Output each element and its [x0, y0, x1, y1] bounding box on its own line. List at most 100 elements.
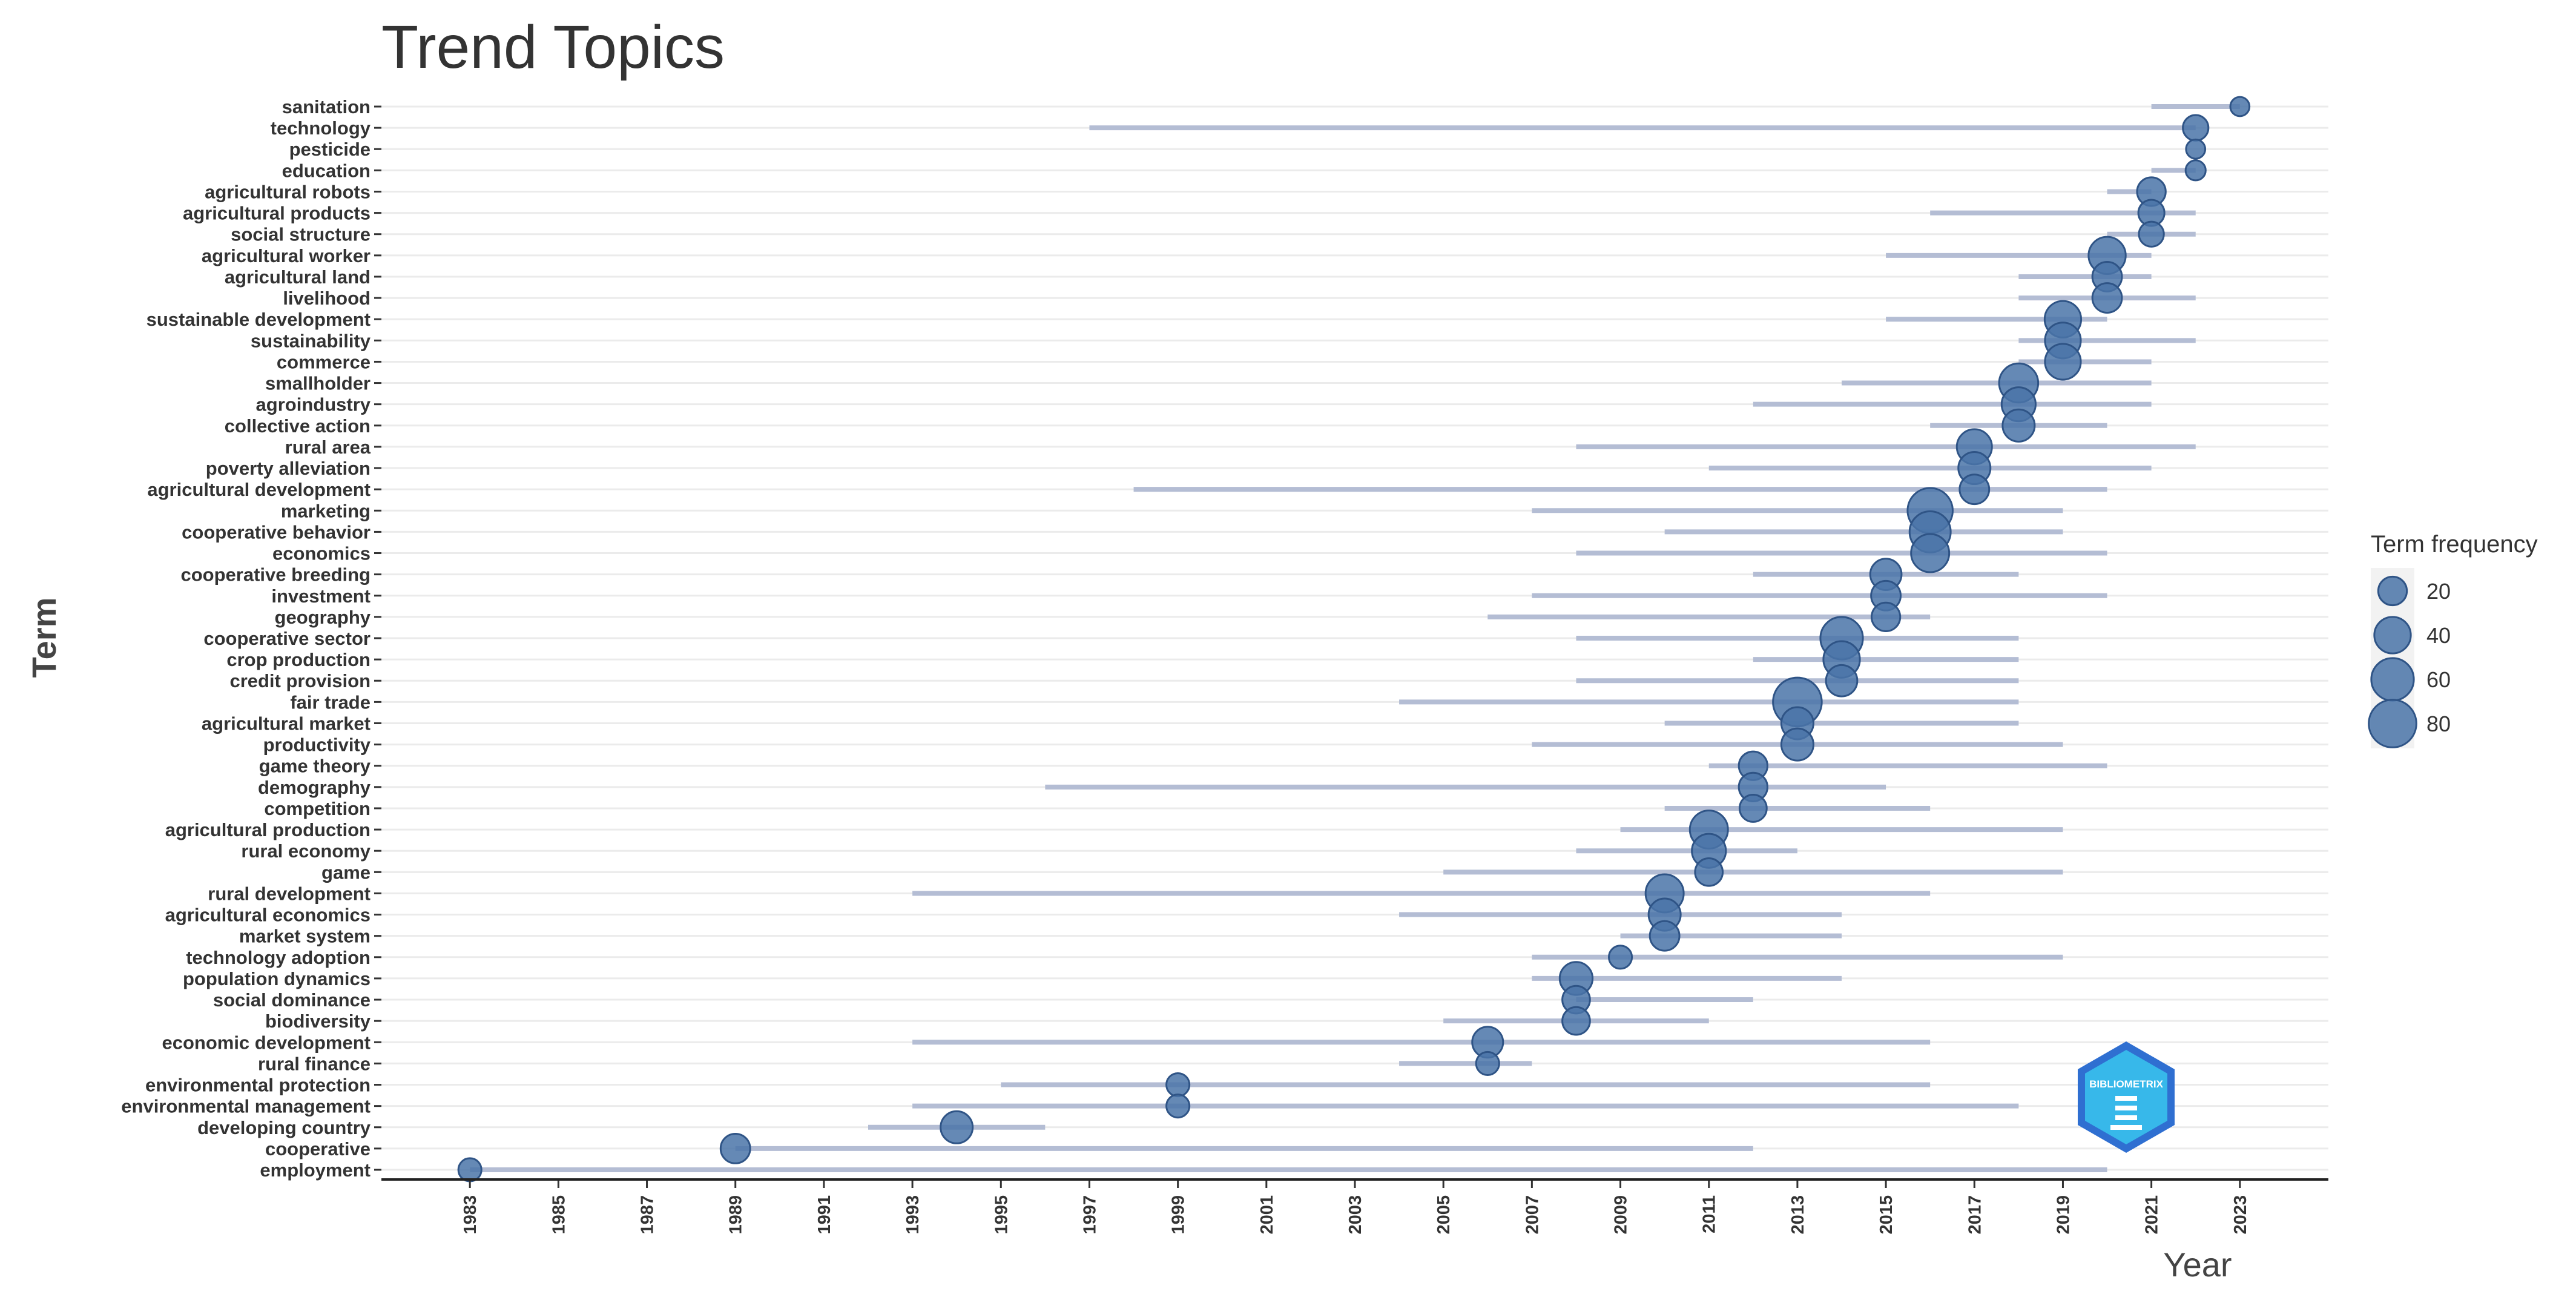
- term-label: rural economy: [241, 840, 371, 862]
- year-tick-label: 2001: [1257, 1195, 1277, 1235]
- logo-bar-3: [2115, 1115, 2137, 1120]
- term-label: competition: [264, 798, 371, 819]
- year-tick-label: 1987: [638, 1195, 657, 1235]
- y-axis-title: Term: [25, 598, 63, 678]
- term-label: game theory: [259, 756, 371, 777]
- year-tick-label: 1985: [549, 1195, 568, 1235]
- term-label: technology adoption: [186, 947, 371, 968]
- legend-items: 20 40 60 80: [2368, 575, 2451, 748]
- term-label: livelihood: [283, 288, 371, 309]
- term-tick-labels: sanitationtechnologypesticideeducationag…: [121, 96, 381, 1181]
- term-label: agricultural production: [165, 819, 371, 840]
- term-label: agroindustry: [256, 394, 371, 415]
- legend-label: 60: [2426, 667, 2451, 692]
- term-label: sustainability: [251, 330, 371, 351]
- median-year-point: [1165, 1094, 1191, 1119]
- median-year-point: [2091, 282, 2123, 314]
- year-tick-label: 1991: [815, 1195, 834, 1235]
- year-tick-label: 2017: [1965, 1195, 1985, 1235]
- median-year-point: [2182, 114, 2210, 142]
- term-label: commerce: [277, 351, 371, 372]
- logo-bar-2: [2115, 1106, 2137, 1110]
- year-tick-label: 1997: [1080, 1195, 1099, 1235]
- year-tick-label: 2015: [1877, 1195, 1896, 1235]
- term-label: economic development: [162, 1032, 371, 1053]
- term-label: investment: [271, 586, 371, 607]
- logo-bar-1: [2115, 1096, 2137, 1101]
- median-year-point: [1475, 1051, 1500, 1076]
- year-tick-label: 1993: [903, 1195, 923, 1235]
- term-label: agricultural products: [183, 203, 371, 224]
- term-label: fair trade: [290, 691, 371, 713]
- bibliometrix-logo: BIBLIOMETRIX: [2078, 1041, 2175, 1153]
- year-tick-label: 1983: [461, 1195, 480, 1235]
- term-label: crop production: [226, 649, 371, 670]
- term-label: developing country: [197, 1117, 371, 1138]
- term-label: market system: [239, 926, 371, 947]
- median-year-points: [457, 96, 2251, 1183]
- term-label: agricultural robots: [205, 181, 371, 202]
- legend-label: 80: [2426, 711, 2451, 736]
- logo-base: [2110, 1125, 2142, 1130]
- term-label: credit provision: [229, 670, 371, 691]
- chart-title: Trend Topics: [381, 13, 725, 81]
- median-year-point: [1825, 664, 1859, 698]
- logo-text: BIBLIOMETRIX: [2089, 1078, 2163, 1090]
- term-label: rural finance: [258, 1053, 371, 1074]
- term-label: economics: [272, 543, 371, 564]
- term-label: environmental management: [121, 1096, 371, 1117]
- median-year-point: [2044, 343, 2082, 381]
- term-label: education: [282, 160, 371, 181]
- median-year-point: [1958, 473, 1991, 506]
- term-label: rural development: [208, 883, 371, 904]
- year-tick-label: 1989: [726, 1195, 746, 1235]
- median-year-point: [1165, 1072, 1191, 1098]
- term-label: pesticide: [289, 139, 371, 160]
- term-label: agricultural land: [225, 266, 371, 288]
- median-year-point: [940, 1110, 974, 1144]
- term-label: agricultural market: [202, 713, 371, 734]
- year-tick-label: 2005: [1434, 1195, 1454, 1235]
- term-label: productivity: [263, 734, 371, 756]
- legend-symbol: [2373, 616, 2412, 655]
- term-label: game: [321, 862, 371, 883]
- term-label: cooperative: [265, 1138, 371, 1160]
- median-year-point: [1649, 920, 1681, 952]
- median-year-point: [2184, 159, 2207, 182]
- x-axis-title: Year: [2163, 1245, 2232, 1284]
- year-tick-label: 2013: [1788, 1195, 1808, 1235]
- year-tick-label: 2007: [1523, 1195, 1542, 1235]
- median-year-point: [719, 1132, 751, 1164]
- year-tick-label: 2021: [2143, 1195, 2162, 1235]
- median-year-point: [2185, 138, 2207, 160]
- median-year-point: [1910, 533, 1951, 573]
- legend-symbol: [2377, 575, 2408, 607]
- year-tick-label: 1995: [992, 1195, 1011, 1235]
- median-year-point: [2138, 220, 2165, 248]
- term-label: social structure: [231, 224, 371, 245]
- term-label: cooperative behavior: [182, 521, 371, 543]
- median-year-point: [1870, 601, 1902, 633]
- term-label: marketing: [281, 500, 371, 521]
- term-label: employment: [260, 1160, 371, 1181]
- term-label: agricultural development: [147, 479, 371, 500]
- median-year-point: [1738, 794, 1768, 823]
- year-tick-label: 2011: [1700, 1195, 1719, 1233]
- term-label: sanitation: [282, 96, 371, 117]
- median-year-point: [1694, 857, 1724, 887]
- term-label: agricultural economics: [165, 905, 371, 926]
- term-label: sustainable development: [147, 309, 371, 330]
- median-year-point: [1607, 945, 1633, 970]
- median-year-point: [1561, 1006, 1591, 1036]
- median-year-point: [2001, 408, 2036, 443]
- year-tick-label: 2009: [1612, 1195, 1631, 1235]
- year-tick-label: 2019: [2054, 1195, 2073, 1235]
- legend-label: 40: [2426, 623, 2451, 648]
- term-label: social dominance: [213, 989, 371, 1011]
- year-tick-label: 2023: [2231, 1195, 2250, 1235]
- legend-title: Term frequency: [2371, 531, 2538, 558]
- term-label: environmental protection: [145, 1075, 371, 1096]
- term-label: smallholder: [265, 373, 371, 394]
- term-label: collective action: [225, 415, 371, 437]
